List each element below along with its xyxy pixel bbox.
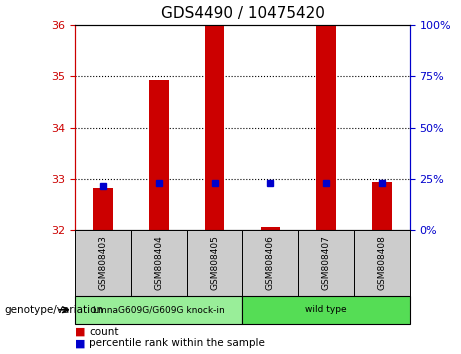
Text: GSM808403: GSM808403	[99, 235, 107, 290]
Text: count: count	[89, 327, 118, 337]
Bar	[260, 227, 280, 230]
Title: GDS4490 / 10475420: GDS4490 / 10475420	[160, 6, 325, 21]
Text: LmnaG609G/G609G knock-in: LmnaG609G/G609G knock-in	[93, 305, 225, 314]
Bar	[149, 80, 169, 230]
Text: genotype/variation: genotype/variation	[5, 305, 104, 315]
Text: GSM808405: GSM808405	[210, 235, 219, 290]
Text: ■: ■	[75, 338, 86, 348]
Text: ■: ■	[75, 327, 86, 337]
Text: wild type: wild type	[305, 305, 347, 314]
Bar	[372, 182, 392, 230]
Text: GSM808407: GSM808407	[322, 235, 331, 290]
Text: GSM808404: GSM808404	[154, 235, 163, 290]
Text: GSM808406: GSM808406	[266, 235, 275, 290]
Text: percentile rank within the sample: percentile rank within the sample	[89, 338, 265, 348]
Bar	[93, 188, 113, 230]
Text: GSM808408: GSM808408	[378, 235, 386, 290]
Bar	[205, 25, 225, 230]
Bar	[316, 25, 336, 230]
